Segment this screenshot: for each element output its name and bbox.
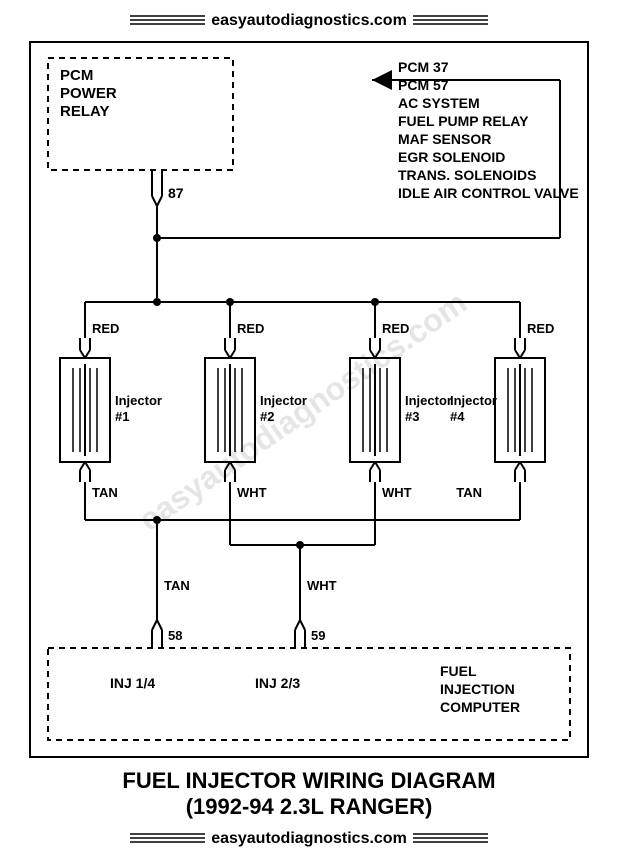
inj-top-color: RED — [92, 321, 119, 336]
title-l1: FUEL INJECTOR WIRING DIAGRAM — [122, 768, 495, 793]
relay-l2: POWER — [60, 85, 117, 102]
footer-site: easyautodiagnostics.com — [211, 830, 407, 847]
inj-name-l1: Injector — [115, 393, 162, 408]
arrowhead-icon — [372, 70, 392, 90]
inj-bot-color: WHT — [382, 485, 412, 500]
branch-item: EGR SOLENOID — [398, 149, 505, 165]
comp-r3: COMPUTER — [440, 699, 520, 715]
pin58-terminal — [152, 620, 162, 648]
header-site: easyautodiagnostics.com — [211, 12, 407, 29]
pin87-label: 87 — [168, 185, 184, 201]
comp-mid: INJ 2/3 — [255, 675, 300, 691]
inj-name-l2: #2 — [260, 409, 274, 424]
branch-item: FUEL PUMP RELAY — [398, 113, 529, 129]
branch-item: TRANS. SOLENOIDS — [398, 167, 536, 183]
relay-l3: RELAY — [60, 103, 109, 120]
branch-item: PCM 37 — [398, 59, 449, 75]
tan-label: TAN — [164, 578, 190, 593]
inj-name-l2: #4 — [450, 409, 465, 424]
injector-4: RED Injector #4 TAN — [450, 321, 554, 520]
pin59-terminal — [295, 620, 305, 648]
inj-top-color: RED — [527, 321, 554, 336]
inj-bot-color: TAN — [92, 485, 118, 500]
pin87-terminal — [152, 170, 162, 206]
inj-bot-color: TAN — [456, 485, 482, 500]
wiring-diagram: easyautodiagnostics.com easyautodiagnost… — [0, 0, 618, 850]
pin59-label: 59 — [311, 628, 325, 643]
watermark: easyautodiagnostics.com — [132, 284, 473, 538]
branch-item: PCM 57 — [398, 77, 449, 93]
branch-item: MAF SENSOR — [398, 131, 491, 147]
comp-r2: INJECTION — [440, 681, 515, 697]
inj-top-color: RED — [237, 321, 264, 336]
footer: easyautodiagnostics.com — [130, 830, 488, 847]
inj-top-color: RED — [382, 321, 409, 336]
inj-name-l1: Injector — [450, 393, 497, 408]
title-l2: (1992-94 2.3L RANGER) — [186, 794, 433, 819]
branch-item: AC SYSTEM — [398, 95, 480, 111]
inj-bot-color: WHT — [237, 485, 267, 500]
wht-label: WHT — [307, 578, 337, 593]
inj-name-l2: #1 — [115, 409, 129, 424]
pin58-label: 58 — [168, 628, 182, 643]
header: easyautodiagnostics.com — [130, 12, 488, 29]
inj-name-l1: Injector — [405, 393, 452, 408]
inj-name-l1: Injector — [260, 393, 307, 408]
relay-l1: PCM — [60, 67, 93, 84]
comp-r1: FUEL — [440, 663, 477, 679]
inj-name-l2: #3 — [405, 409, 419, 424]
comp-left: INJ 1/4 — [110, 675, 155, 691]
branch-item: IDLE AIR CONTROL VALVE — [398, 185, 579, 201]
injector-1: RED Injector #1 TAN — [60, 321, 162, 520]
